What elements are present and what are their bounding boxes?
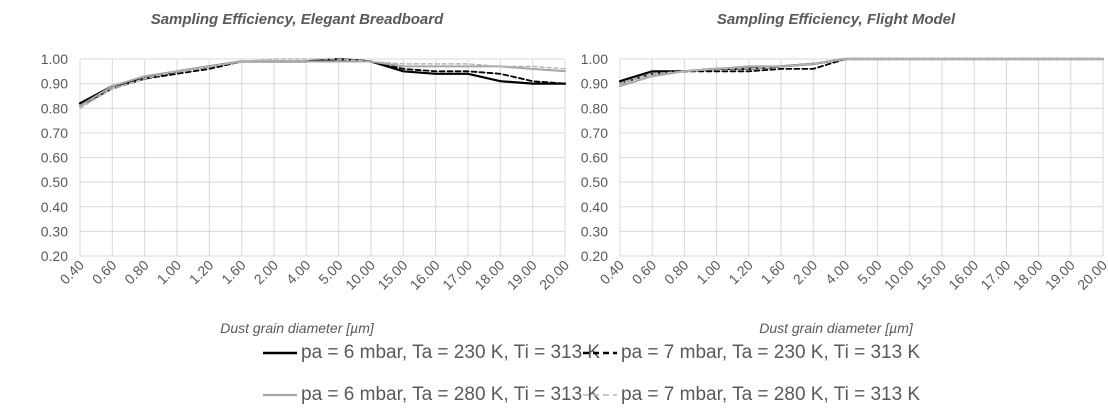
chart-title: Sampling Efficiency, Elegant Breadboard: [151, 11, 444, 28]
legend-swatch: [583, 394, 617, 396]
x-tick-label: 10.00: [881, 257, 917, 293]
x-tick-label: 0.60: [629, 257, 660, 288]
series-line-pa7-ta280: [619, 58, 1104, 85]
x-tick-label: 18.00: [1010, 257, 1046, 293]
x-tick-label: 17.00: [439, 257, 475, 293]
x-tick-label: 19.00: [1042, 257, 1078, 293]
x-tick-label: 5.00: [315, 257, 346, 288]
series-lines: [618, 57, 1105, 88]
x-tick-label: 20.00: [536, 257, 572, 293]
legend-item-pa6-ta280: pa = 6 mbar, Ta = 280 K, Ti = 313 K: [263, 380, 600, 410]
x-tick-label: 5.00: [854, 257, 885, 288]
legend-row: pa = 6 mbar, Ta = 230 K, Ti = 313 K pa =…: [0, 338, 1108, 368]
x-tick-label: 1.00: [693, 257, 724, 288]
x-tick-label: 16.00: [407, 257, 443, 293]
y-tick-label: 1.00: [41, 51, 68, 67]
y-tick-label: 0.30: [581, 223, 608, 239]
series-line-pa7-ta280: [79, 58, 566, 109]
x-tick-label: 0.80: [121, 257, 152, 288]
y-tick-labels: 0.20 0.30 0.40 0.50 0.60 0.70 0.80 0.90 1.00: [41, 51, 68, 264]
legend-row: pa = 6 mbar, Ta = 280 K, Ti = 313 K pa =…: [0, 380, 1108, 410]
y-tick-label: 0.40: [41, 199, 68, 215]
chart-elegant-breadboard: Sampling Efficiency, Elegant Breadboard …: [41, 11, 573, 336]
y-tick-label: 0.20: [41, 248, 68, 264]
legend-label: pa = 6 mbar, Ta = 280 K, Ti = 313 K: [301, 384, 601, 405]
x-tick-label: 1.20: [725, 257, 756, 288]
chart-flight-model: Sampling Efficiency, Flight Model 0.200.…: [581, 11, 1108, 336]
y-tick-label: 0.50: [41, 174, 68, 190]
y-tick-label: 0.60: [581, 150, 608, 166]
gridlines: [79, 58, 566, 257]
y-tick-label: 0.60: [41, 150, 68, 166]
y-tick-label: 0.70: [41, 125, 68, 141]
legend-label: pa = 7 mbar, Ta = 230 K, Ti = 313 K: [621, 342, 921, 363]
y-tick-label: 1.00: [581, 51, 608, 67]
legend-item-pa7-ta280: pa = 7 mbar, Ta = 280 K, Ti = 313 K: [583, 380, 920, 410]
x-tick-label: 18.00: [471, 257, 507, 293]
x-tick-label: 15.00: [374, 257, 410, 293]
x-tick-label: 2.00: [790, 257, 821, 288]
legend-swatch: [583, 351, 617, 355]
x-tick-label: 10.00: [342, 257, 378, 293]
x-tick-label: 1.00: [154, 257, 185, 288]
x-tick-label: 20.00: [1074, 257, 1108, 293]
x-tick-label: 0.80: [661, 257, 692, 288]
x-tick-label: 4.00: [822, 257, 853, 288]
x-axis-label: Dust grain diameter [µm]: [759, 320, 914, 336]
legend-label: pa = 7 mbar, Ta = 280 K, Ti = 313 K: [621, 384, 921, 405]
legend: pa = 6 mbar, Ta = 230 K, Ti = 313 K pa =…: [0, 338, 1108, 417]
x-tick-label: 17.00: [977, 257, 1013, 293]
y-tick-label: 0.40: [581, 199, 608, 215]
x-tick-labels: 0.40 0.60 0.80 1.00 1.20 1.60 2.00 4.00 5.0010.0…: [57, 257, 573, 293]
y-tick-label: 0.90: [581, 76, 608, 92]
series-lines: [78, 57, 567, 109]
legend-swatch: [263, 393, 297, 397]
x-tick-label: 15.00: [913, 257, 949, 293]
legend-item-pa6-ta230: pa = 6 mbar, Ta = 230 K, Ti = 313 K: [263, 338, 600, 368]
y-tick-label: 0.80: [41, 100, 68, 116]
legend-swatch: [263, 351, 297, 355]
y-tick-labels: 0.20 0.30 0.40 0.50 0.60 0.70 0.80 0.90 1.00: [581, 51, 608, 264]
series-line-pa6-ta280: [619, 58, 1104, 88]
x-axis-label: Dust grain diameter [µm]: [220, 320, 375, 336]
y-tick-label: 0.80: [581, 100, 608, 116]
legend-item-pa7-ta230: pa = 7 mbar, Ta = 230 K, Ti = 313 K: [583, 338, 920, 368]
x-tick-label: 19.00: [504, 257, 540, 293]
x-tick-label: 2.00: [251, 257, 282, 288]
gridlines: [619, 58, 1104, 257]
x-tick-label: 1.20: [186, 257, 217, 288]
y-tick-label: 0.90: [41, 76, 68, 92]
y-tick-label: 0.30: [41, 223, 68, 239]
x-tick-label: 1.60: [218, 257, 249, 288]
series-line-pa6-ta280: [79, 60, 566, 107]
x-tick-labels: 0.40 0.60 0.80 1.00 1.20 1.60 2.00 4.00 5.0010.0…: [597, 257, 1108, 293]
y-tick-label: 0.70: [581, 125, 608, 141]
x-tick-label: 0.60: [89, 257, 120, 288]
legend-label: pa = 6 mbar, Ta = 230 K, Ti = 313 K: [301, 342, 601, 363]
y-tick-label: 0.50: [581, 174, 608, 190]
y-tick-label: 0.20: [581, 248, 608, 264]
series-line-pa7-ta230: [79, 58, 566, 107]
x-tick-label: 4.00: [283, 257, 314, 288]
x-tick-label: 1.60: [758, 257, 789, 288]
x-tick-label: 16.00: [945, 257, 981, 293]
chart-title: Sampling Efficiency, Flight Model: [717, 11, 956, 28]
